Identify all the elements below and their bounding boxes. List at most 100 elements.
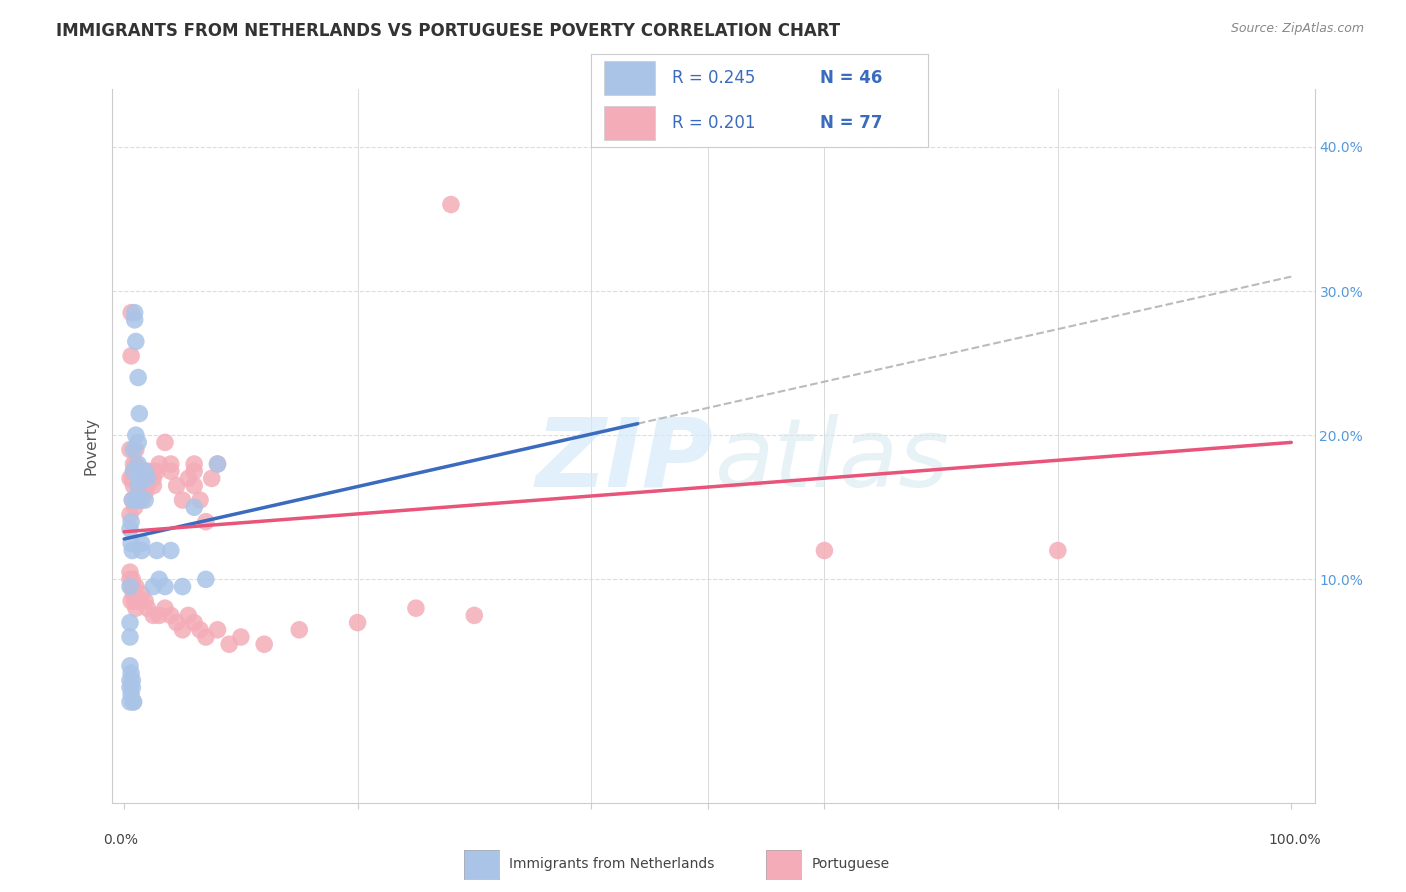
Point [121,543,143,558]
Point [127,478,149,492]
Point [128,471,150,485]
Point [183,478,205,492]
Point [463,608,485,623]
Point [183,500,205,515]
Point [118,695,141,709]
Point [118,565,141,579]
Point [121,493,143,508]
Point [142,608,165,623]
Point [118,471,141,485]
FancyBboxPatch shape [605,61,655,95]
Point [166,615,188,630]
Point [125,601,148,615]
Point [134,594,156,608]
Point [134,471,156,485]
Point [188,493,211,508]
Text: 100.0%: 100.0% [1268,833,1320,847]
Text: R = 0.245: R = 0.245 [672,69,755,87]
Point [160,464,183,478]
Point [122,457,145,471]
Point [153,435,176,450]
Point [142,471,165,485]
Point [125,493,148,508]
Point [136,478,159,492]
Point [127,594,149,608]
Point [142,464,165,478]
Point [120,688,142,702]
Point [142,580,165,594]
Text: N = 77: N = 77 [820,114,883,132]
Point [118,658,141,673]
Point [118,572,141,586]
Point [122,587,145,601]
Point [118,442,141,457]
Point [153,601,176,615]
Point [201,471,224,485]
Point [188,623,211,637]
Point [1046,543,1069,558]
Point [124,500,146,515]
Point [124,313,146,327]
Point [125,442,148,457]
Point [125,471,148,485]
Y-axis label: Poverty: Poverty [83,417,98,475]
Point [118,630,141,644]
Text: R = 0.201: R = 0.201 [672,114,755,132]
Point [229,630,252,644]
Point [118,681,141,695]
Point [122,442,145,457]
Point [131,536,153,550]
Text: ZIP: ZIP [536,414,713,507]
Point [121,580,143,594]
Point [131,493,153,508]
Point [125,428,148,442]
Point [122,464,145,478]
Point [121,673,143,688]
Point [153,580,176,594]
Point [120,536,142,550]
Point [118,522,141,536]
Point [125,457,148,471]
Point [813,543,835,558]
Point [118,615,141,630]
Point [160,543,183,558]
Point [127,471,149,485]
Point [146,464,169,478]
Point [160,457,183,471]
Point [120,515,142,529]
Point [121,572,143,586]
Point [122,478,145,492]
Point [183,457,205,471]
Point [172,580,194,594]
Point [207,457,229,471]
Point [120,594,142,608]
Text: IMMIGRANTS FROM NETHERLANDS VS PORTUGUESE POVERTY CORRELATION CHART: IMMIGRANTS FROM NETHERLANDS VS PORTUGUES… [56,22,841,40]
Point [148,608,170,623]
Point [136,471,159,485]
Point [122,695,145,709]
Point [142,478,165,492]
Text: Immigrants from Netherlands: Immigrants from Netherlands [509,857,714,871]
Point [128,407,150,421]
Point [177,608,200,623]
FancyBboxPatch shape [605,106,655,140]
Point [134,486,156,500]
Point [148,457,170,471]
Point [136,601,159,615]
Point [177,471,200,485]
Text: atlas: atlas [713,414,949,507]
Point [172,623,194,637]
Text: Source: ZipAtlas.com: Source: ZipAtlas.com [1230,22,1364,36]
Point [121,493,143,508]
Point [148,572,170,586]
Text: N = 46: N = 46 [820,69,883,87]
Point [118,508,141,522]
Point [136,464,159,478]
Point [125,580,148,594]
Point [194,630,217,644]
Point [120,306,142,320]
Point [253,637,276,651]
Point [131,478,153,492]
Point [440,197,463,211]
Point [127,370,149,384]
